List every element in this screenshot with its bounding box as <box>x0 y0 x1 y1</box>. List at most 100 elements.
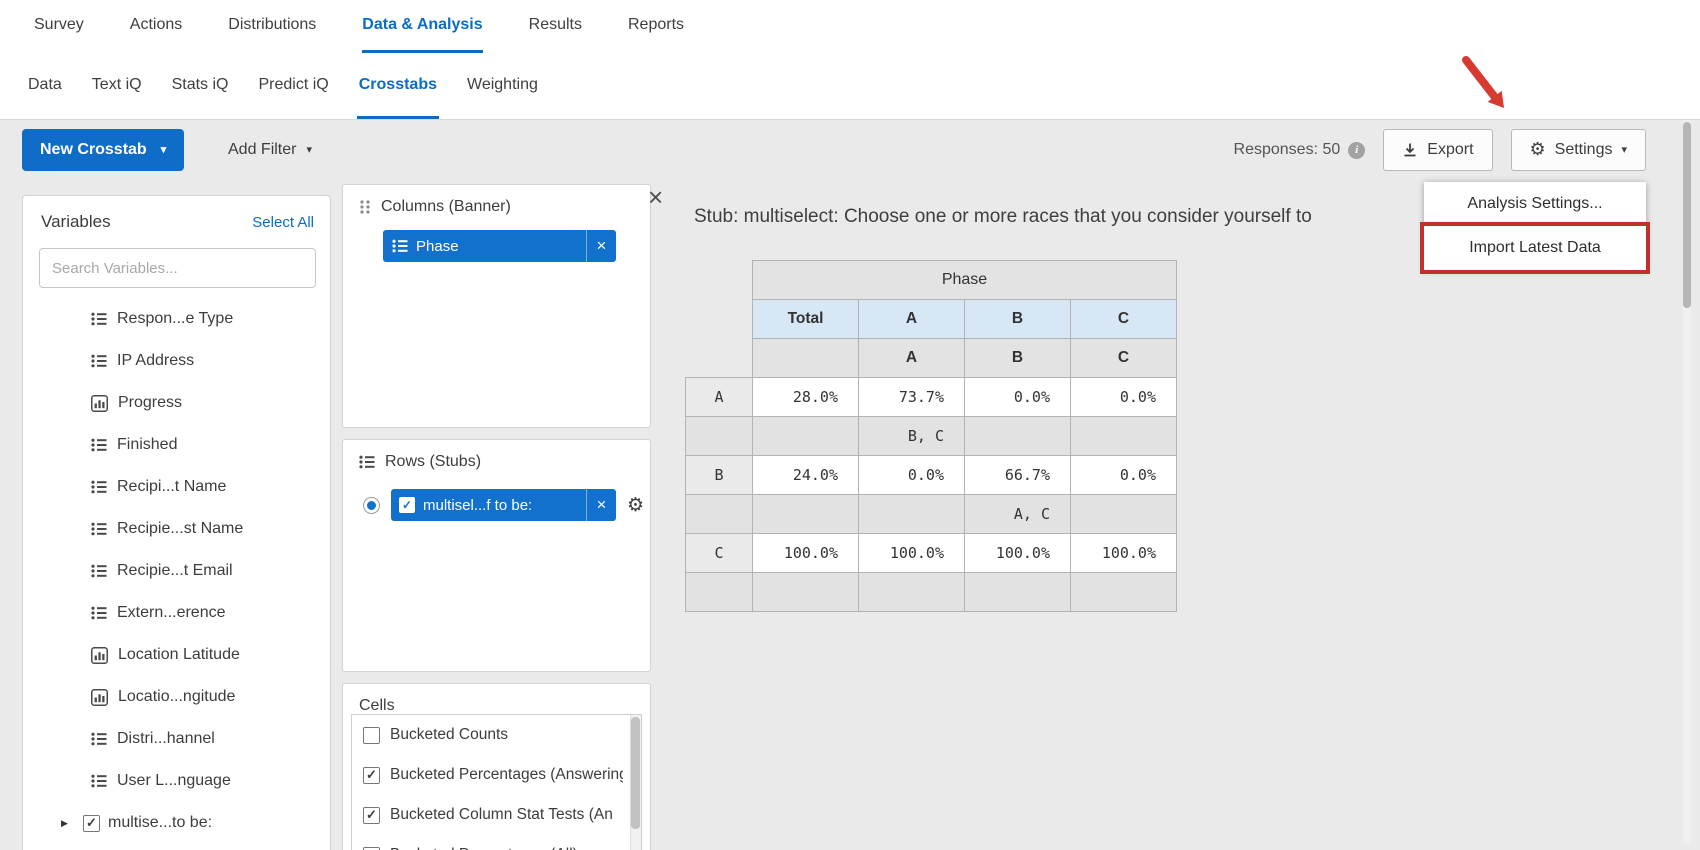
chip-remove-icon[interactable]: × <box>586 489 616 521</box>
cells-options-list: Bucketed Counts ✓ Bucketed Percentages (An… <box>352 715 641 850</box>
crosstab-toolbar: New Crosstab ▾ Add Filter ▾ Responses: 5… <box>0 120 1700 186</box>
variable-item-user-l-nguage[interactable]: User L...nguage <box>23 760 330 802</box>
banner-chip-phase[interactable]: Phase × <box>383 230 616 262</box>
column-header-c: C <box>1070 299 1177 339</box>
tab-stats-iq[interactable]: Stats iQ <box>171 75 229 93</box>
export-button[interactable]: Export <box>1383 129 1493 171</box>
drag-handle-icon[interactable] <box>359 199 371 215</box>
column-header-total: Total <box>752 299 859 339</box>
list-icon <box>91 354 107 368</box>
cells-card: Cells Bucketed Counts ✓ Bucketed Percentag… <box>342 683 651 850</box>
chip-checkbox[interactable]: ✓ <box>399 497 415 513</box>
variable-item-extern-erence[interactable]: Extern...erence <box>23 592 330 634</box>
tab-weighting[interactable]: Weighting <box>467 75 538 93</box>
row-label-a: A <box>685 377 753 417</box>
list-icon <box>359 455 375 469</box>
variables-panel-header: Variables Select All <box>23 196 330 232</box>
cells-scrollbar-thumb[interactable] <box>631 717 640 829</box>
variable-item-recipie-t-email[interactable]: Recipie...t Email <box>23 550 330 592</box>
variable-item-progress[interactable]: Progress <box>23 382 330 424</box>
add-filter-button[interactable]: Add Filter ▾ <box>228 129 312 171</box>
column-header-b: B <box>964 299 1071 339</box>
top-nav-actions[interactable]: Actions <box>129 16 183 33</box>
table-corner <box>686 261 753 378</box>
info-icon[interactable]: i <box>1348 141 1366 159</box>
list-icon <box>91 564 107 578</box>
variable-item-multise-to-be[interactable]: ▶ ✓ multise...to be: <box>23 802 330 844</box>
cells-option-checkbox[interactable] <box>363 846 380 850</box>
expand-triangle-icon[interactable]: ▶ <box>61 817 68 828</box>
tab-predict-iq[interactable]: Predict iQ <box>258 75 329 93</box>
variables-scrollbar-thumb[interactable] <box>1683 122 1691 308</box>
list-icon <box>91 774 107 788</box>
stat-test-cell <box>964 416 1071 456</box>
list-icon <box>91 732 107 746</box>
top-nav-data-analysis[interactable]: Data & Analysis <box>362 0 483 53</box>
value-cell: 66.7% <box>964 455 1071 495</box>
value-cell: 24.0% <box>752 455 859 495</box>
top-nav-survey[interactable]: Survey <box>34 16 84 33</box>
sub-header-cell <box>752 338 859 378</box>
chip-remove-icon[interactable]: × <box>586 230 616 262</box>
variable-item-respon-e-type[interactable]: Respon...e Type <box>23 298 330 340</box>
stub-title: Stub: multiselect: Choose one or more ra… <box>694 206 1312 227</box>
variables-scrollbar-track[interactable] <box>1683 118 1691 844</box>
value-cell: 100.0% <box>752 533 859 573</box>
variable-item-locatio-ngitude[interactable]: Locatio...ngitude <box>23 676 330 718</box>
sub-nav: Data Text iQ Stats iQ Predict iQ Crosstabs We… <box>0 53 1700 119</box>
stub-radio-selected[interactable] <box>363 496 380 514</box>
cells-option-bucketed-column-stat-tests-an[interactable]: ✓ Bucketed Column Stat Tests (An <box>352 795 641 835</box>
value-cell: 0.0% <box>858 455 965 495</box>
close-icon[interactable]: × <box>648 182 664 212</box>
cells-option-bucketed-percentages-all[interactable]: Bucketed Percentages (All) <box>352 835 641 850</box>
tab-crosstabs[interactable]: Crosstabs <box>356 53 439 119</box>
top-nav-distributions[interactable]: Distributions <box>228 16 317 33</box>
cells-option-checkbox[interactable]: ✓ <box>363 806 380 824</box>
stat-test-cell <box>1070 416 1177 456</box>
cells-title: Cells <box>359 697 395 714</box>
stub-settings-gear-icon[interactable]: ⚙ <box>627 493 645 516</box>
settings-button[interactable]: ⚙ Settings ▾ <box>1510 129 1646 171</box>
cells-option-checkbox[interactable] <box>363 726 380 744</box>
stat-test-cell <box>858 572 965 612</box>
value-cell: 28.0% <box>752 377 859 417</box>
cells-option-bucketed-counts[interactable]: Bucketed Counts <box>352 715 641 755</box>
menu-item-analysis-settings[interactable]: Analysis Settings... <box>1424 182 1646 226</box>
cells-option-bucketed-percentages-answering[interactable]: ✓ Bucketed Percentages (Answering <box>352 755 641 795</box>
responses-label: Responses: 50 <box>1233 141 1341 158</box>
add-filter-label: Add Filter <box>228 141 297 158</box>
top-nav-reports[interactable]: Reports <box>628 16 685 33</box>
cells-option-checkbox[interactable]: ✓ <box>363 766 380 784</box>
search-variables-input[interactable] <box>39 248 316 288</box>
variable-item-distri-hannel[interactable]: Distri...hannel <box>23 718 330 760</box>
variable-item-location-latitude[interactable]: Location Latitude <box>23 634 330 676</box>
variable-checkbox[interactable]: ✓ <box>83 814 100 832</box>
value-cell: 0.0% <box>964 377 1071 417</box>
variable-label: Progress <box>118 394 183 411</box>
top-nav-results[interactable]: Results <box>528 16 582 33</box>
variable-item-ip-address[interactable]: IP Address <box>23 340 330 382</box>
value-cell: 100.0% <box>964 533 1071 573</box>
variables-title: Variables <box>41 212 111 231</box>
select-all-link[interactable]: Select All <box>252 213 314 231</box>
rows-content: ✓ multisel...f to be: × ⚙ <box>343 477 650 521</box>
chevron-down-icon: ▾ <box>160 143 167 156</box>
cells-option-label: Bucketed Column Stat Tests (An <box>390 806 613 823</box>
menu-item-import-latest-data[interactable]: Import Latest Data <box>1420 222 1650 274</box>
new-crosstab-button[interactable]: New Crosstab ▾ <box>22 129 185 171</box>
variable-label: Distri...hannel <box>117 730 215 747</box>
stub-chip-multisel-f-to-be[interactable]: ✓ multisel...f to be: × <box>391 489 616 521</box>
tab-data[interactable]: Data <box>28 75 62 93</box>
tab-text-iq[interactable]: Text iQ <box>91 75 142 93</box>
variable-item-finished[interactable]: Finished <box>23 424 330 466</box>
variable-label: User L...nguage <box>117 772 231 789</box>
settings-label: Settings <box>1554 141 1613 158</box>
variable-item-recipie-st-name[interactable]: Recipie...st Name <box>23 508 330 550</box>
chart-icon <box>91 394 108 412</box>
variable-label: Recipie...t Email <box>117 562 233 579</box>
responses-count: Responses: 50 i <box>1234 141 1366 159</box>
variable-item-recipi-t-name[interactable]: Recipi...t Name <box>23 466 330 508</box>
sub-header-cell: C <box>1070 338 1177 378</box>
